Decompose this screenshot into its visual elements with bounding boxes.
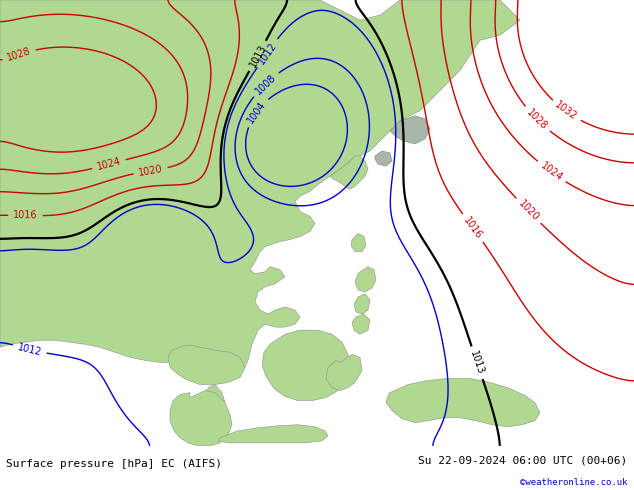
Polygon shape — [355, 267, 376, 292]
Text: Su 22-09-2024 06:00 UTC (00+06): Su 22-09-2024 06:00 UTC (00+06) — [418, 455, 628, 465]
Polygon shape — [390, 116, 430, 144]
Polygon shape — [386, 378, 540, 427]
Text: 1004: 1004 — [245, 99, 268, 125]
Polygon shape — [330, 156, 368, 189]
Polygon shape — [168, 345, 245, 385]
Text: 1028: 1028 — [6, 46, 32, 63]
Text: 1016: 1016 — [462, 215, 484, 241]
Text: 1020: 1020 — [516, 198, 541, 223]
Text: 1012: 1012 — [256, 40, 278, 66]
Text: ©weatheronline.co.uk: ©weatheronline.co.uk — [520, 478, 628, 487]
Text: 1012: 1012 — [16, 342, 43, 357]
Polygon shape — [218, 425, 328, 443]
Text: 1008: 1008 — [253, 72, 278, 96]
Polygon shape — [170, 391, 232, 446]
Polygon shape — [354, 294, 370, 314]
Text: 1032: 1032 — [553, 100, 579, 122]
Text: Surface pressure [hPa] EC (AIFS): Surface pressure [hPa] EC (AIFS) — [6, 460, 223, 469]
Polygon shape — [326, 354, 362, 391]
Text: 1013: 1013 — [469, 349, 486, 376]
Polygon shape — [351, 234, 366, 252]
Polygon shape — [352, 314, 370, 334]
Text: 1016: 1016 — [13, 210, 38, 221]
Polygon shape — [262, 330, 350, 401]
Text: 1024: 1024 — [538, 161, 564, 183]
Text: 1020: 1020 — [138, 164, 164, 178]
Polygon shape — [0, 0, 520, 374]
Polygon shape — [375, 151, 392, 166]
Polygon shape — [196, 385, 225, 446]
Text: 1024: 1024 — [96, 156, 122, 172]
Text: 1028: 1028 — [525, 107, 549, 132]
Text: 1013: 1013 — [247, 43, 268, 69]
